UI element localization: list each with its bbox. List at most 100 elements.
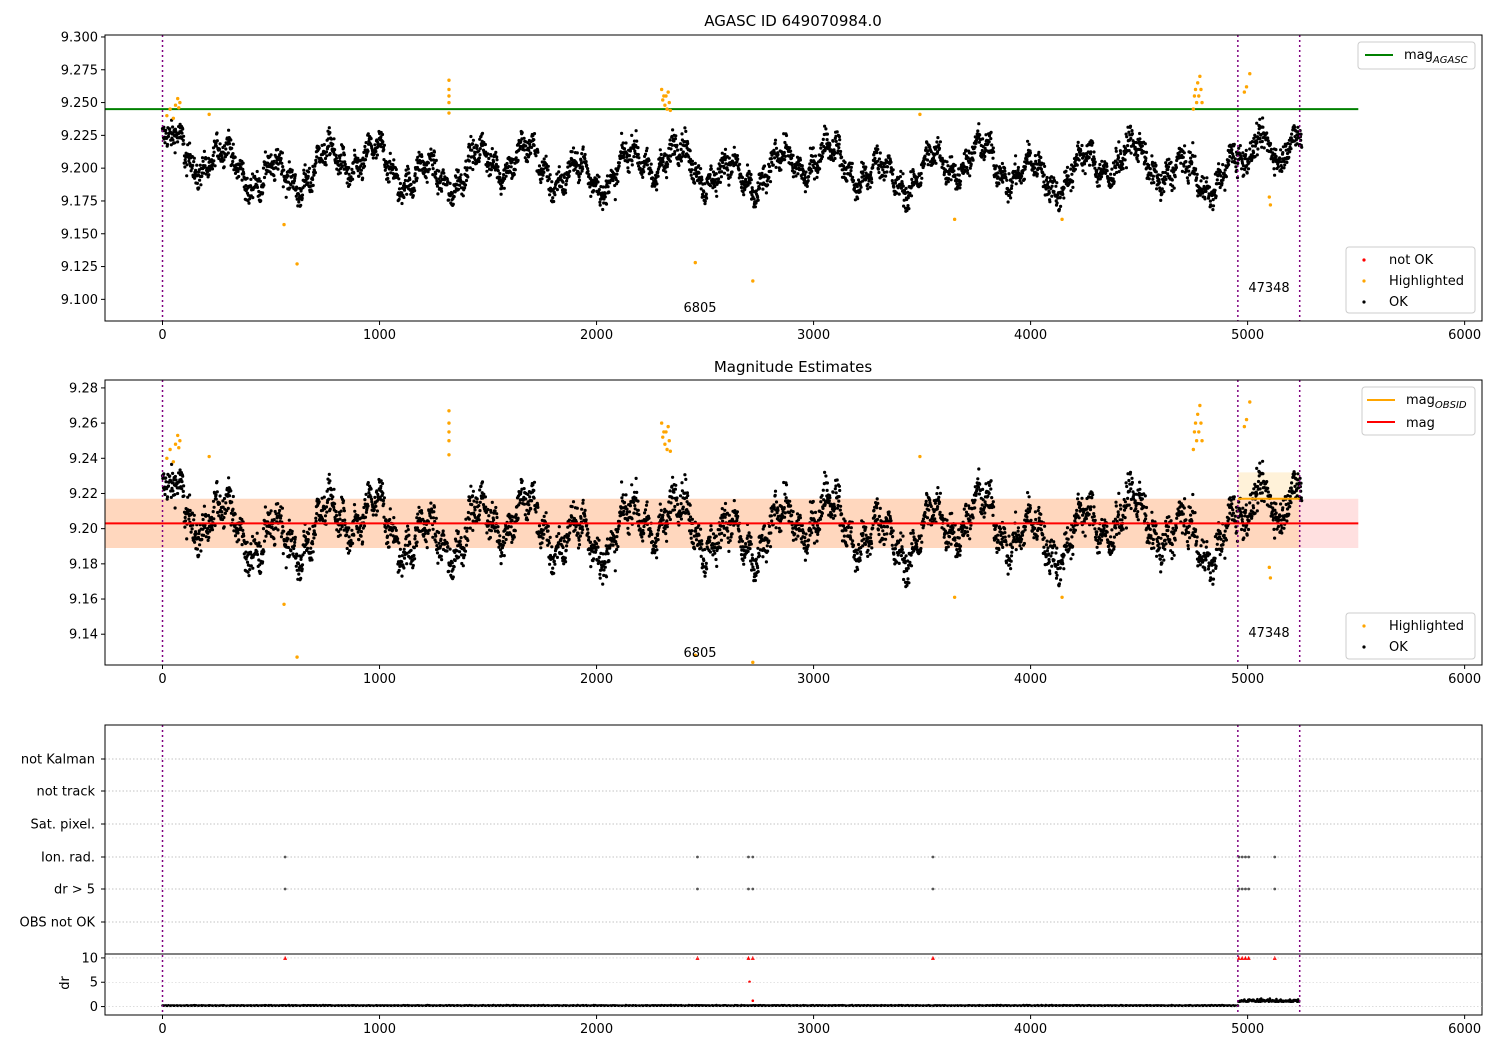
ok-point — [1152, 181, 1156, 185]
ok-point — [458, 183, 462, 187]
ok-point — [466, 154, 470, 158]
ok-point — [183, 165, 187, 169]
ok-point — [470, 142, 475, 146]
ok-point — [408, 542, 412, 546]
ok-point — [803, 190, 808, 194]
ok-point — [978, 133, 982, 137]
ok-point — [1100, 159, 1104, 163]
ok-point — [754, 189, 758, 193]
ok-point — [413, 537, 417, 541]
ok-point — [371, 156, 375, 160]
ok-point — [1075, 163, 1079, 167]
ok-point — [1300, 145, 1304, 149]
ok-point — [375, 138, 379, 142]
ok-point — [835, 130, 839, 134]
ok-point — [222, 165, 226, 169]
ok-point — [498, 171, 502, 176]
ok-point — [919, 181, 923, 185]
ok-point — [766, 183, 770, 187]
ok-point — [359, 172, 363, 176]
ok-point — [478, 147, 482, 151]
ok-point — [1099, 175, 1104, 179]
ok-point — [876, 167, 881, 171]
ok-point — [806, 179, 810, 183]
ok-point — [977, 140, 982, 144]
panel1-frame — [104, 34, 1483, 322]
ok-point — [419, 509, 424, 513]
ok-point — [280, 161, 284, 165]
ok-point — [518, 501, 522, 505]
ok-point — [236, 531, 240, 535]
ok-point — [190, 527, 194, 531]
ok-point — [218, 494, 222, 498]
ok-point — [458, 176, 462, 180]
ok-point — [405, 562, 409, 566]
ok-point — [263, 150, 267, 154]
ok-point — [188, 493, 192, 497]
ok-point — [1142, 150, 1146, 154]
ok-point — [289, 183, 293, 187]
highlighted-point — [751, 279, 755, 283]
ok-point — [398, 547, 402, 551]
ok-point — [1084, 159, 1088, 163]
ok-point — [825, 138, 829, 142]
ok-point — [1129, 151, 1133, 155]
ok-point — [919, 171, 923, 176]
ok-point — [230, 500, 234, 504]
ok-point — [630, 159, 634, 163]
ok-point — [1258, 136, 1262, 141]
ok-point — [1003, 166, 1007, 170]
ok-point — [773, 138, 778, 142]
ok-point — [286, 180, 290, 184]
ok-point — [548, 193, 552, 197]
ok-point — [342, 506, 346, 510]
ok-point — [668, 138, 672, 142]
ok-point — [357, 538, 361, 542]
ok-point — [820, 141, 824, 146]
ok-point — [842, 172, 847, 176]
ok-point — [471, 489, 475, 493]
ok-point — [552, 571, 556, 575]
ok-point — [509, 525, 513, 529]
ok-point — [1214, 194, 1218, 198]
ok-point — [170, 462, 174, 466]
ok-point — [1135, 157, 1139, 161]
ok-point — [1183, 144, 1187, 148]
ok-point — [324, 150, 329, 154]
ok-point — [207, 535, 211, 540]
ok-point — [464, 543, 469, 547]
ok-point — [756, 198, 760, 202]
ok-point — [764, 191, 769, 195]
ok-point — [767, 175, 771, 179]
ok-point — [333, 502, 337, 506]
ok-point — [496, 525, 500, 529]
ok-point — [810, 169, 814, 173]
ok-point — [250, 172, 255, 176]
ok-point — [299, 203, 303, 207]
ok-point — [416, 155, 420, 159]
ok-point — [987, 140, 991, 144]
ok-point — [1079, 149, 1083, 153]
ok-point — [456, 168, 460, 172]
ok-point — [1061, 192, 1065, 196]
y-tick-label: 9.300 — [61, 30, 98, 45]
ok-point — [532, 143, 536, 147]
ok-point — [830, 156, 834, 160]
ok-point — [795, 167, 799, 171]
ok-point — [750, 186, 754, 190]
ok-point — [636, 146, 640, 150]
ok-point — [957, 173, 961, 177]
ok-point — [362, 524, 367, 528]
ok-point — [346, 551, 351, 555]
ok-point — [429, 516, 433, 520]
ok-point — [231, 142, 235, 146]
ok-point — [1296, 125, 1300, 129]
ok-point — [730, 170, 734, 174]
ok-point — [323, 156, 328, 161]
ok-point — [200, 156, 205, 160]
ok-point — [220, 510, 224, 514]
ok-point — [632, 139, 637, 143]
ok-point — [431, 173, 435, 177]
ok-point — [505, 161, 509, 166]
ok-point — [1014, 182, 1018, 186]
